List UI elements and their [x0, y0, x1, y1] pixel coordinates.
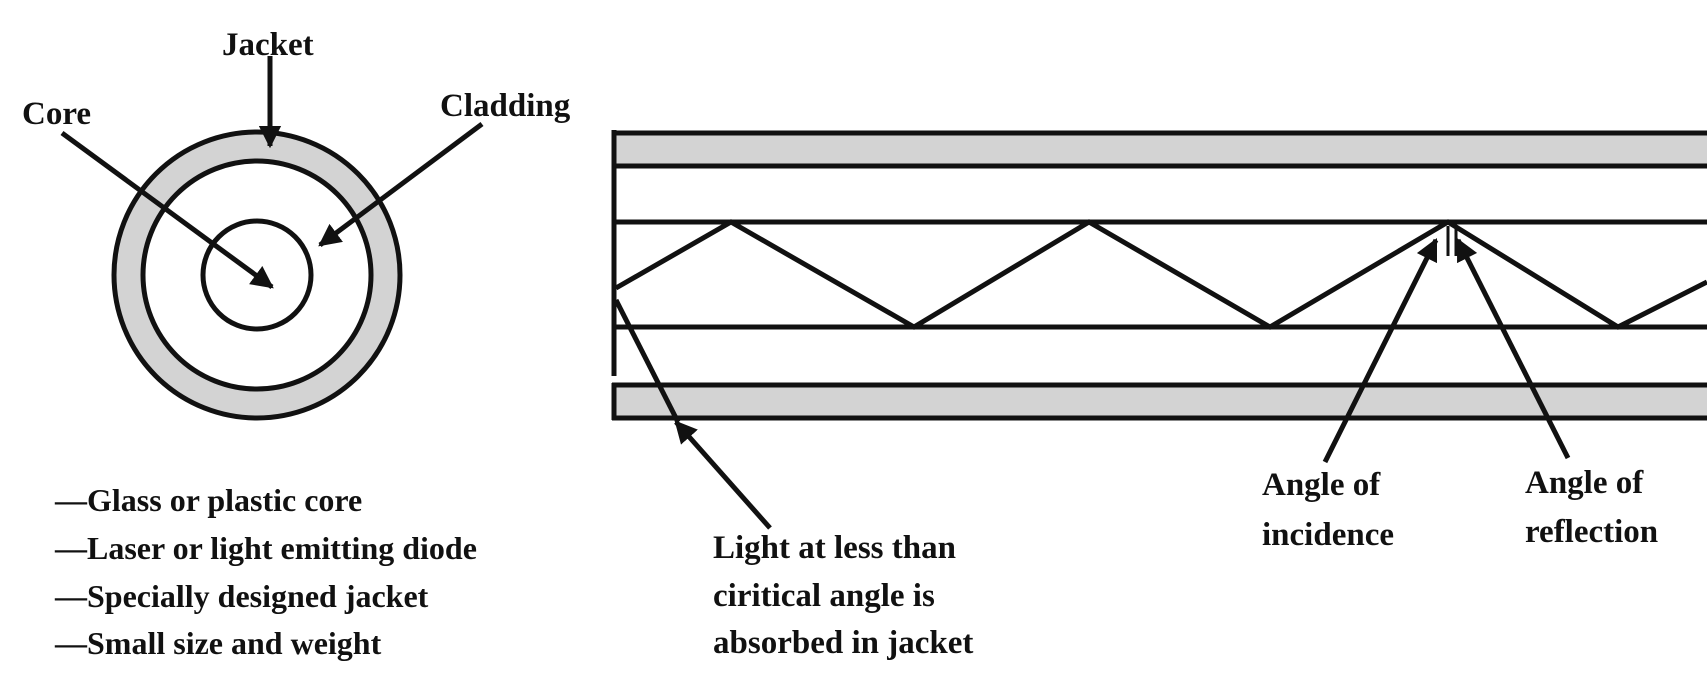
jacket-label: Jacket — [222, 27, 314, 63]
feature-item: —Laser or light emitting diode — [54, 530, 477, 566]
reflection-label-line: Angle of — [1525, 465, 1644, 501]
feature-item: —Glass or plastic core — [54, 482, 362, 518]
absorbed-light-tail — [613, 298, 681, 424]
feature-item: —Small size and weight — [54, 625, 382, 661]
bottom-jacket-band — [612, 385, 1707, 418]
incidence-arrow — [1322, 237, 1439, 464]
core-arrow — [60, 130, 274, 290]
incidence-label-line: Angle of — [1262, 467, 1381, 503]
absorbed-note-line: ciritical angle is — [713, 578, 935, 614]
core-label: Core — [22, 96, 91, 132]
incidence-label-line: incidence — [1262, 517, 1394, 553]
feature-item: —Specially designed jacket — [54, 578, 429, 614]
reflection-label-line: reflection — [1525, 514, 1658, 550]
feature-list: —Glass or plastic core —Laser or light e… — [54, 482, 477, 661]
cross-section: Jacket Core Cladding — [22, 27, 571, 421]
cladding-arrow — [318, 121, 484, 248]
absorbed-note-line: Light at less than — [713, 530, 956, 566]
fiber-longitudinal: Light at less than ciritical angle is ab… — [611, 130, 1707, 661]
reflection-arrow — [1455, 237, 1571, 460]
light-ray-path — [614, 219, 1707, 330]
absorbed-light-arrow — [674, 420, 772, 530]
absorbed-note-line: absorbed in jacket — [713, 625, 973, 661]
cladding-label: Cladding — [440, 88, 571, 124]
top-jacket-band — [612, 133, 1707, 166]
